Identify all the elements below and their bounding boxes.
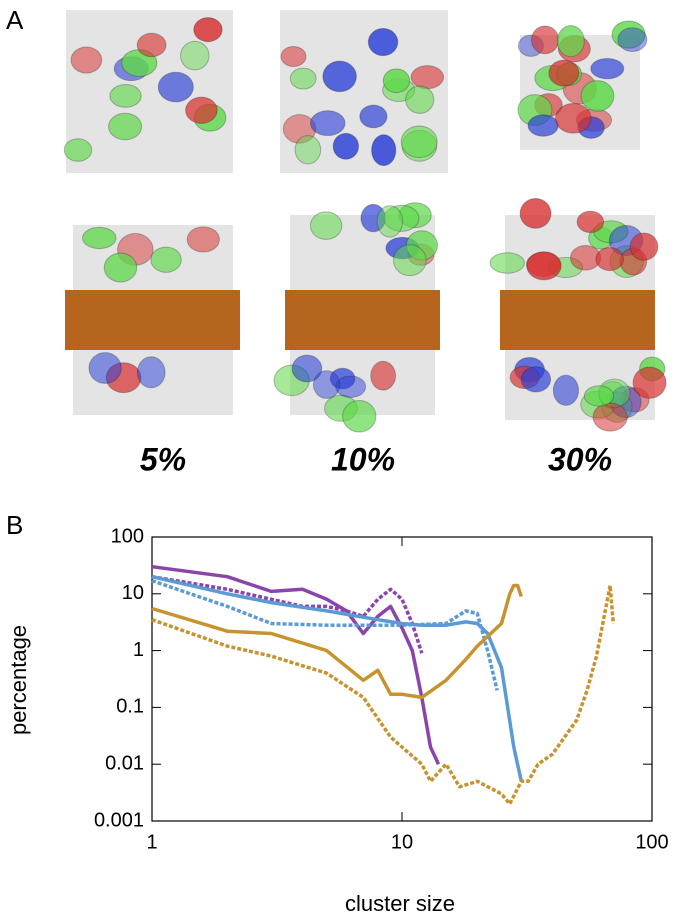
protein: [611, 20, 646, 49]
protein: [410, 65, 445, 90]
protein: [519, 198, 552, 229]
protein: [294, 135, 322, 165]
protein: [193, 17, 223, 43]
protein: [617, 27, 648, 52]
protein: [109, 84, 142, 108]
protein: [309, 211, 343, 240]
protein: [289, 67, 317, 90]
y-tick-label: 100: [111, 525, 144, 547]
protein: [583, 385, 615, 407]
series-line: [151, 564, 441, 765]
protein: [555, 103, 592, 134]
protein: [548, 59, 580, 87]
series-line: [151, 579, 499, 691]
protein: [342, 399, 377, 433]
protein: [383, 204, 420, 232]
protein: [405, 85, 435, 114]
y-tick-label: 0.01: [105, 752, 144, 774]
protein: [63, 138, 93, 162]
protein: [103, 252, 138, 283]
protein: [489, 252, 525, 274]
protein: [332, 132, 360, 160]
membrane: [500, 290, 655, 350]
protein: [108, 112, 143, 141]
caption: 10%: [331, 441, 395, 477]
protein: [530, 25, 560, 55]
protein: [590, 57, 625, 80]
protein: [185, 96, 218, 124]
caption: 5%: [140, 441, 186, 477]
protein: [592, 402, 628, 432]
protein: [527, 114, 559, 137]
y-tick-label: 10: [122, 582, 144, 604]
protein: [580, 80, 615, 112]
protein: [322, 60, 357, 93]
protein: [335, 375, 367, 398]
protein: [382, 68, 411, 94]
x-axis-label: cluster size: [345, 891, 455, 916]
panel-label: B: [6, 510, 23, 540]
protein: [556, 25, 585, 58]
protein: [291, 354, 323, 383]
y-tick-label: 1: [133, 639, 144, 661]
y-tick-label: 0.001: [94, 809, 144, 831]
protein: [367, 27, 399, 57]
protein: [400, 125, 438, 158]
series-line: [151, 583, 616, 806]
snapshots: [63, 10, 667, 433]
protein: [371, 134, 397, 167]
protein: [595, 247, 624, 272]
membrane: [65, 290, 240, 350]
protein: [150, 246, 182, 273]
protein: [136, 356, 166, 389]
panel-label: A: [6, 5, 24, 35]
protein: [629, 232, 659, 261]
protein: [392, 244, 427, 277]
protein: [180, 40, 210, 71]
membrane: [285, 290, 440, 350]
protein: [82, 226, 117, 250]
protein: [157, 71, 194, 103]
series-line: [151, 574, 424, 654]
protein: [526, 251, 562, 281]
x-tick-label: 100: [635, 831, 668, 853]
y-axis-label: percentage: [6, 625, 31, 735]
protein: [280, 46, 307, 68]
protein: [359, 104, 388, 129]
protein: [632, 366, 667, 399]
protein: [370, 360, 397, 391]
y-tick-label: 0.1: [116, 696, 144, 718]
plot-frame: [151, 536, 653, 822]
caption: 30%: [548, 441, 612, 477]
protein: [136, 32, 167, 58]
protein: [376, 205, 404, 238]
protein: [312, 370, 341, 399]
protein: [309, 110, 346, 137]
protein: [576, 210, 605, 234]
series-line: [151, 583, 523, 700]
protein: [329, 367, 356, 390]
protein: [88, 352, 122, 384]
protein: [186, 226, 220, 253]
x-tick-label: 1: [146, 831, 157, 853]
x-tick-label: 10: [391, 831, 413, 853]
protein: [552, 374, 580, 406]
protein: [70, 46, 103, 74]
protein: [520, 366, 552, 393]
